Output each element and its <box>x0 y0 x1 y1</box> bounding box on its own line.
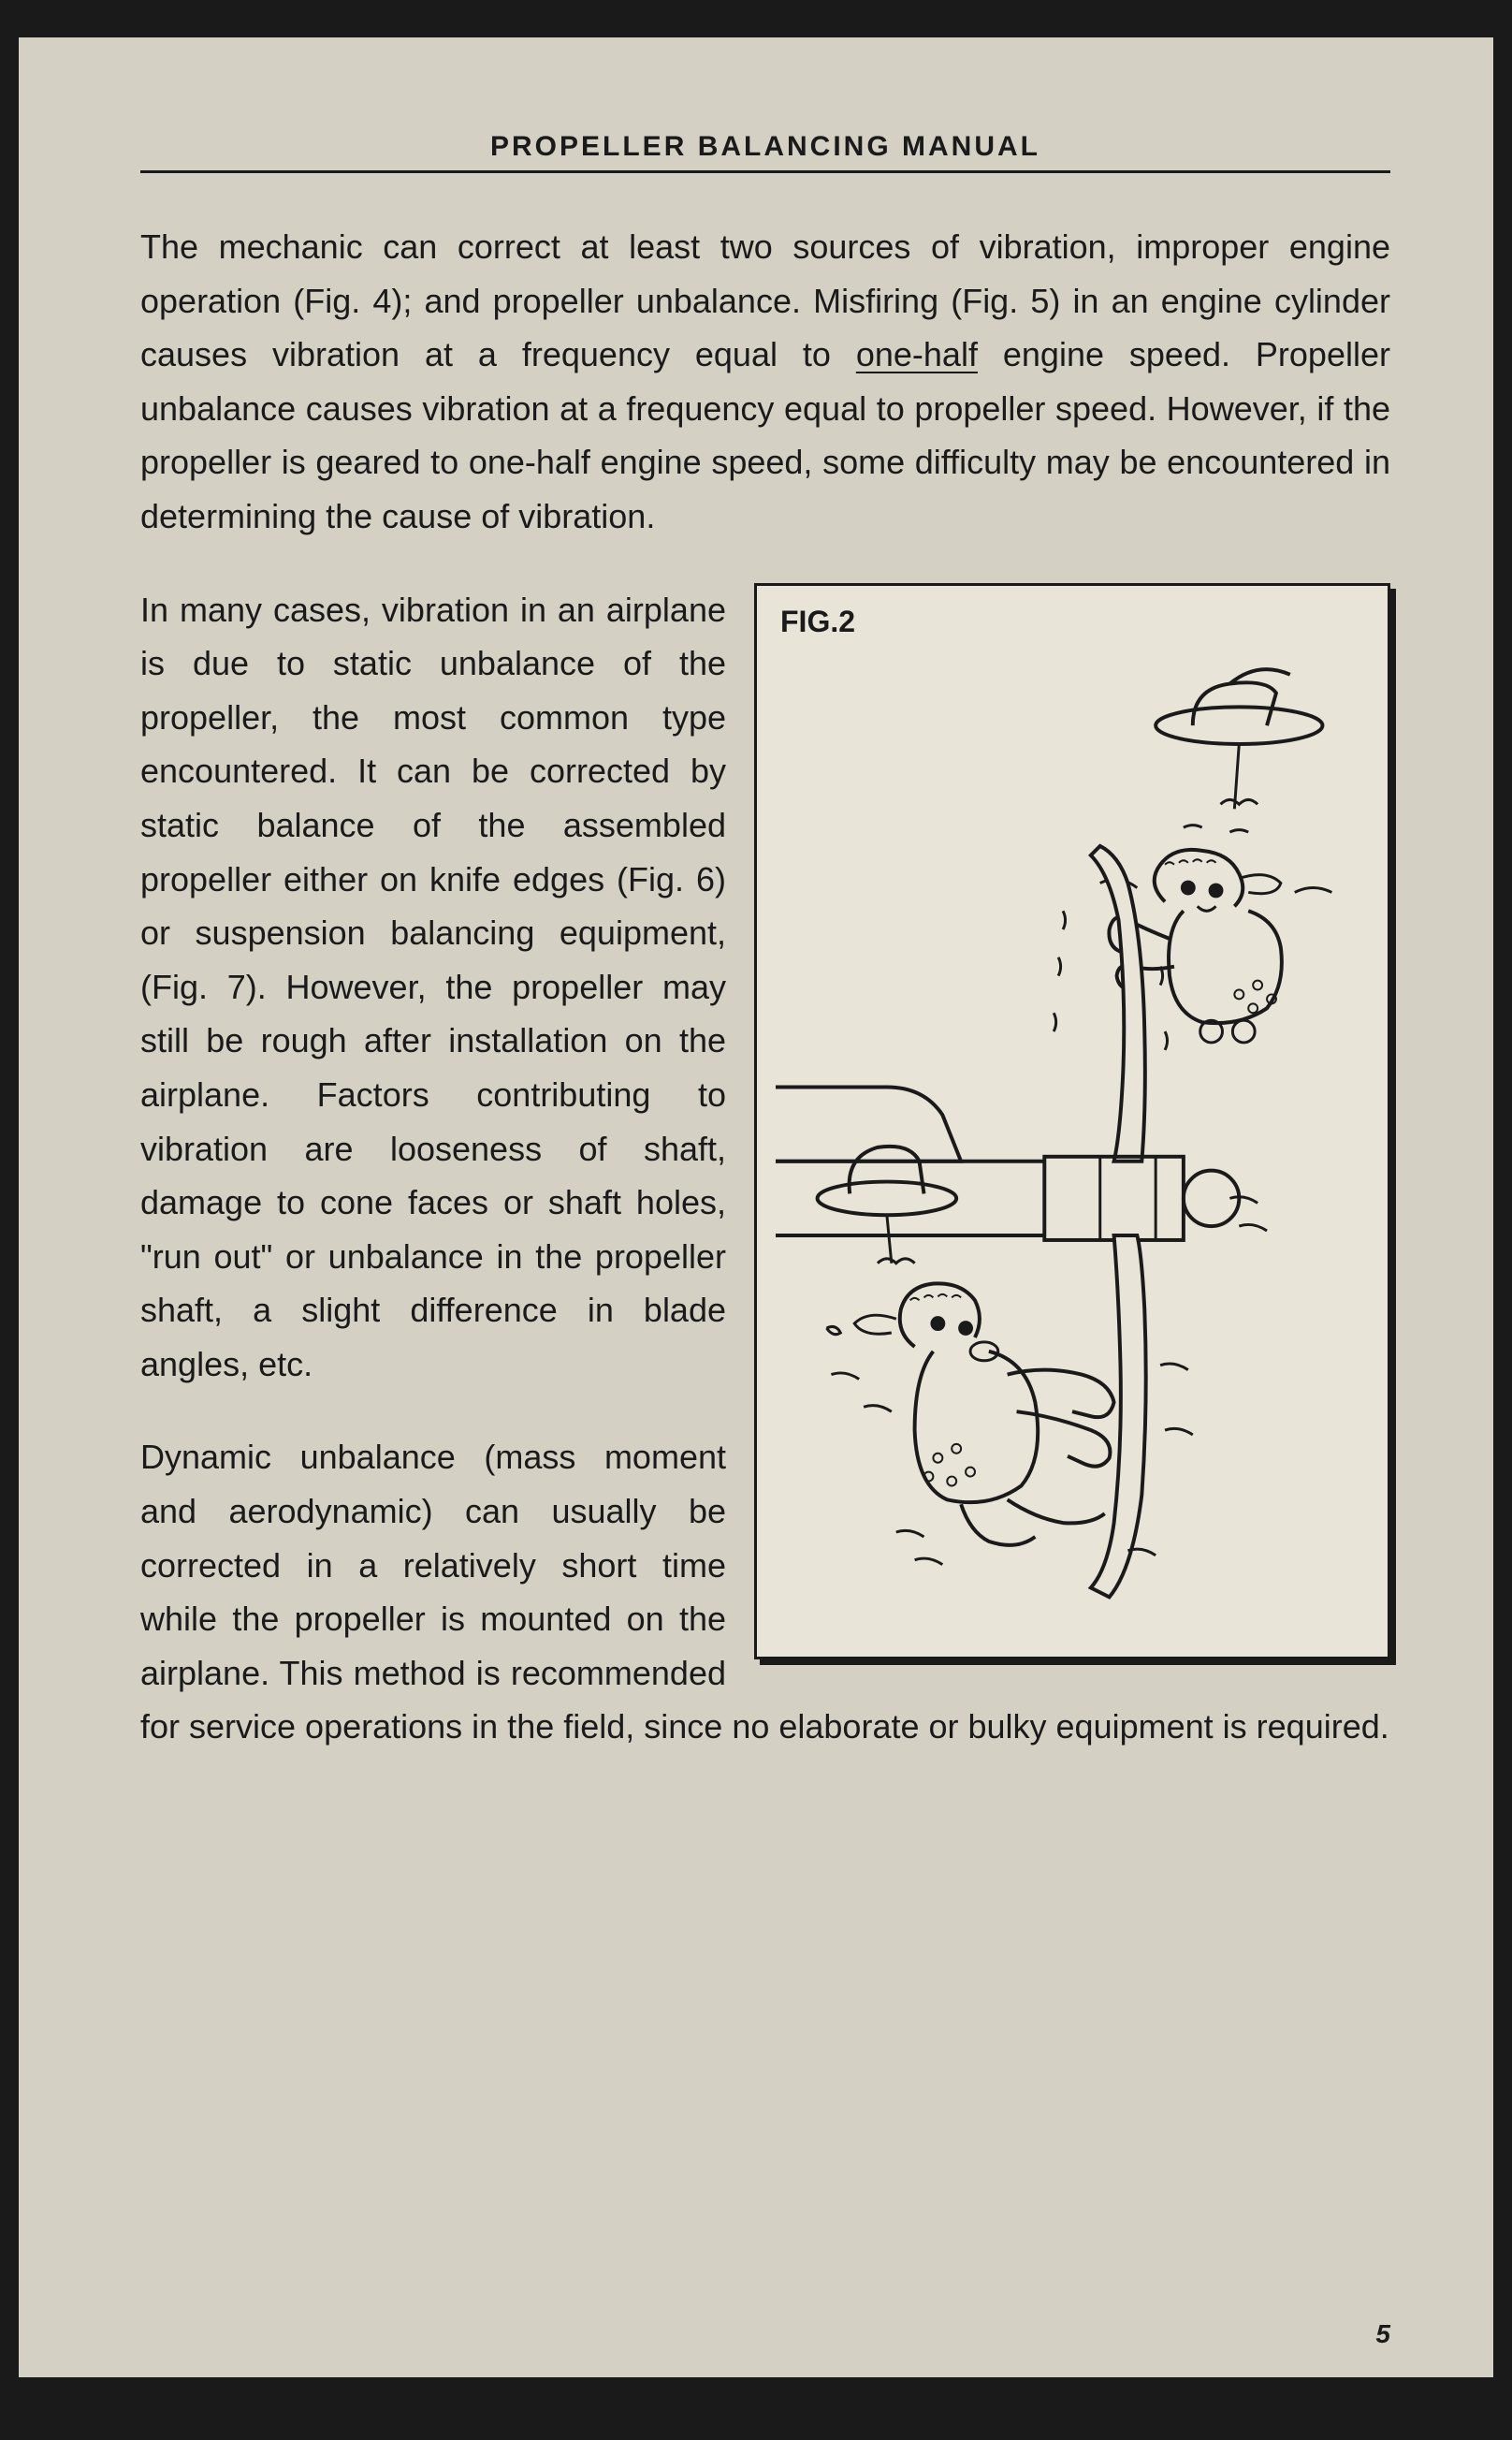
content-wrap: FIG.2 <box>140 583 1390 1754</box>
figure-label: FIG.2 <box>780 605 855 639</box>
motion-lines-upper <box>1100 825 1332 892</box>
propeller-blade-upper <box>1091 846 1145 1162</box>
lower-gremlin <box>854 1283 1113 1545</box>
header-title: PROPELLER BALANCING MANUAL <box>140 131 1390 163</box>
page-header: PROPELLER BALANCING MANUAL <box>140 131 1390 173</box>
p1-underlined: one-half <box>856 335 978 373</box>
cartoon-illustration <box>776 642 1369 1625</box>
page-number: 5 <box>1375 2319 1390 2349</box>
paragraph-1: The mechanic can correct at least two so… <box>140 220 1390 544</box>
engine-nacelle <box>776 1087 1239 1239</box>
figure-2-box: FIG.2 <box>754 583 1390 1659</box>
manual-page: PROPELLER BALANCING MANUAL The mechanic … <box>19 37 1493 2377</box>
flying-hat-upper <box>1156 669 1322 809</box>
flying-hat-lower <box>818 1146 957 1263</box>
vibration-lines-lower <box>826 1196 1267 1564</box>
